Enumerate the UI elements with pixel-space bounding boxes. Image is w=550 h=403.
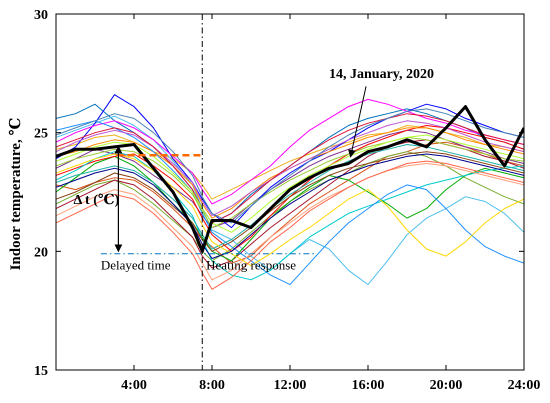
series-line-17 xyxy=(56,163,524,281)
delayed-time-label: Delayed time xyxy=(101,257,171,272)
y-tick-label: 15 xyxy=(34,364,48,379)
x-tick-label: 16:00 xyxy=(352,378,385,393)
series-line-19 xyxy=(56,144,524,250)
series-line-21 xyxy=(56,113,524,224)
series-line-18 xyxy=(56,120,524,217)
heating-response-label: Heating response xyxy=(206,257,296,272)
highlight-series-line xyxy=(56,105,524,253)
y-axis-label: Indoor temperature, ℃ xyxy=(8,118,24,271)
series-line-20 xyxy=(56,153,524,267)
x-tick-label: 24:00 xyxy=(508,378,541,393)
date-label: 14, January, 2020 xyxy=(329,67,434,82)
series-line-14 xyxy=(56,151,524,252)
series-line-12 xyxy=(56,151,524,281)
delta-t-label: Δ t (℃) xyxy=(74,193,120,208)
series-line-16 xyxy=(56,136,524,229)
series-line-11 xyxy=(56,98,524,205)
x-tick-label: 8:00 xyxy=(199,378,225,393)
axes-group: 4:00 8:00 12:00 16:00 20:00 24:00 15 20 25 30 xyxy=(34,8,540,393)
y-tick-label: 25 xyxy=(34,127,48,142)
annotations-group: 14, January, 2020 Δ t (℃) Delayed time Heat… xyxy=(74,14,434,370)
date-arrow xyxy=(348,86,367,158)
x-tick-label: 20:00 xyxy=(430,378,463,393)
y-tick-label: 20 xyxy=(34,245,48,260)
series-line-2 xyxy=(56,141,524,264)
series-line-24 xyxy=(56,160,524,290)
series-lines-group xyxy=(56,94,524,290)
series-line-8 xyxy=(56,94,524,229)
series-line-5 xyxy=(56,151,524,262)
series-line-22 xyxy=(56,153,524,259)
series-line-9 xyxy=(56,155,524,262)
series-line-15 xyxy=(56,120,524,286)
x-tick-label: 4:00 xyxy=(121,378,147,393)
x-tick-label: 12:00 xyxy=(274,378,307,393)
series-line-25 xyxy=(56,108,524,224)
y-tick-label: 30 xyxy=(34,8,48,23)
